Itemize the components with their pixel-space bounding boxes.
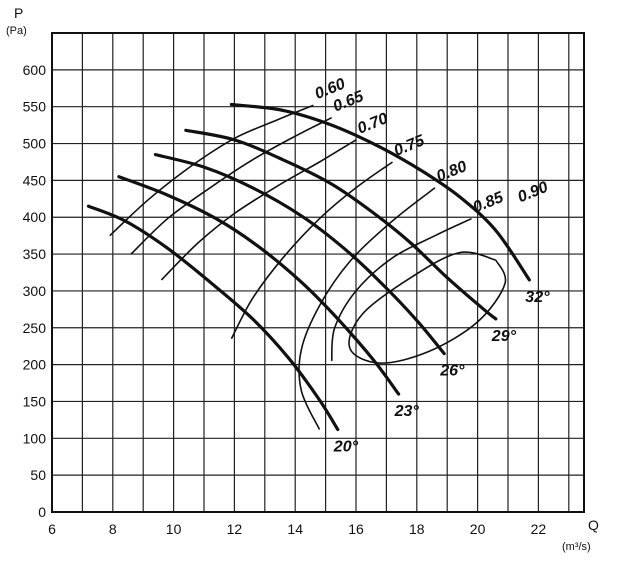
y-axis-unit: (Pa) — [6, 25, 27, 37]
x-axis-title: Q — [588, 517, 599, 533]
blade-angle-label: 32° — [525, 289, 550, 306]
x-tick-label: 22 — [531, 521, 547, 537]
efficiency-label: 0.80 — [434, 158, 469, 185]
efficiency-curve — [330, 217, 472, 361]
blade-angle-curves — [86, 102, 531, 432]
blade-angle-curve — [229, 102, 531, 282]
x-tick-label: 16 — [348, 521, 364, 537]
grid — [51, 33, 584, 513]
x-tick-label: 6 — [48, 521, 56, 537]
efficiency-label: 0.90 — [515, 179, 550, 206]
y-tick-label: 100 — [23, 430, 47, 446]
x-tick-label: 12 — [227, 521, 243, 537]
y-tick-label: 250 — [23, 320, 47, 336]
blade-angle-curve — [117, 175, 401, 396]
y-tick-label: 500 — [23, 136, 47, 152]
plot-frame — [51, 32, 585, 513]
y-axis-title: P — [14, 5, 23, 21]
x-tick-label: 20 — [470, 521, 486, 537]
efficiency-label: 0.85 — [471, 189, 507, 217]
y-tick-label: 200 — [23, 357, 47, 373]
blade-angle-curve — [86, 204, 340, 432]
x-tick-label: 8 — [109, 521, 117, 537]
tick-labels: 6 8 10 12 14 16 18 20 22 0 50 100 150 200 250 300 350 400… — [23, 62, 547, 537]
blade-angle-label: 26° — [439, 363, 465, 380]
blade-angle-label: 23° — [394, 403, 420, 420]
y-tick-label: 0 — [38, 504, 46, 520]
y-tick-label: 300 — [23, 283, 47, 299]
efficiency-curve — [109, 104, 314, 237]
efficiency-label: 0.75 — [392, 132, 428, 160]
y-tick-label: 150 — [23, 393, 47, 409]
y-tick-label: 450 — [23, 172, 47, 188]
x-tick-label: 10 — [166, 521, 182, 537]
efficiency-label: 0.70 — [355, 110, 390, 137]
efficiency-curve — [348, 251, 507, 364]
blade-angle-curve — [153, 153, 446, 356]
y-tick-label: 550 — [23, 99, 47, 115]
efficiency-curve — [298, 187, 436, 430]
efficiency-curve — [130, 116, 333, 255]
y-tick-label: 350 — [23, 246, 47, 262]
y-tick-label: 600 — [23, 62, 47, 78]
blade-angle-label: 20° — [333, 439, 359, 456]
y-tick-label: 50 — [30, 467, 46, 483]
x-tick-label: 14 — [287, 521, 303, 537]
x-axis-unit: (m³/s) — [562, 541, 591, 553]
blade-angle-label: 29° — [491, 328, 517, 345]
efficiency-curve — [160, 139, 357, 281]
x-tick-label: 18 — [409, 521, 425, 537]
blade-angle-curve — [184, 128, 498, 321]
efficiency-curve — [230, 161, 393, 340]
y-tick-label: 400 — [23, 209, 47, 225]
